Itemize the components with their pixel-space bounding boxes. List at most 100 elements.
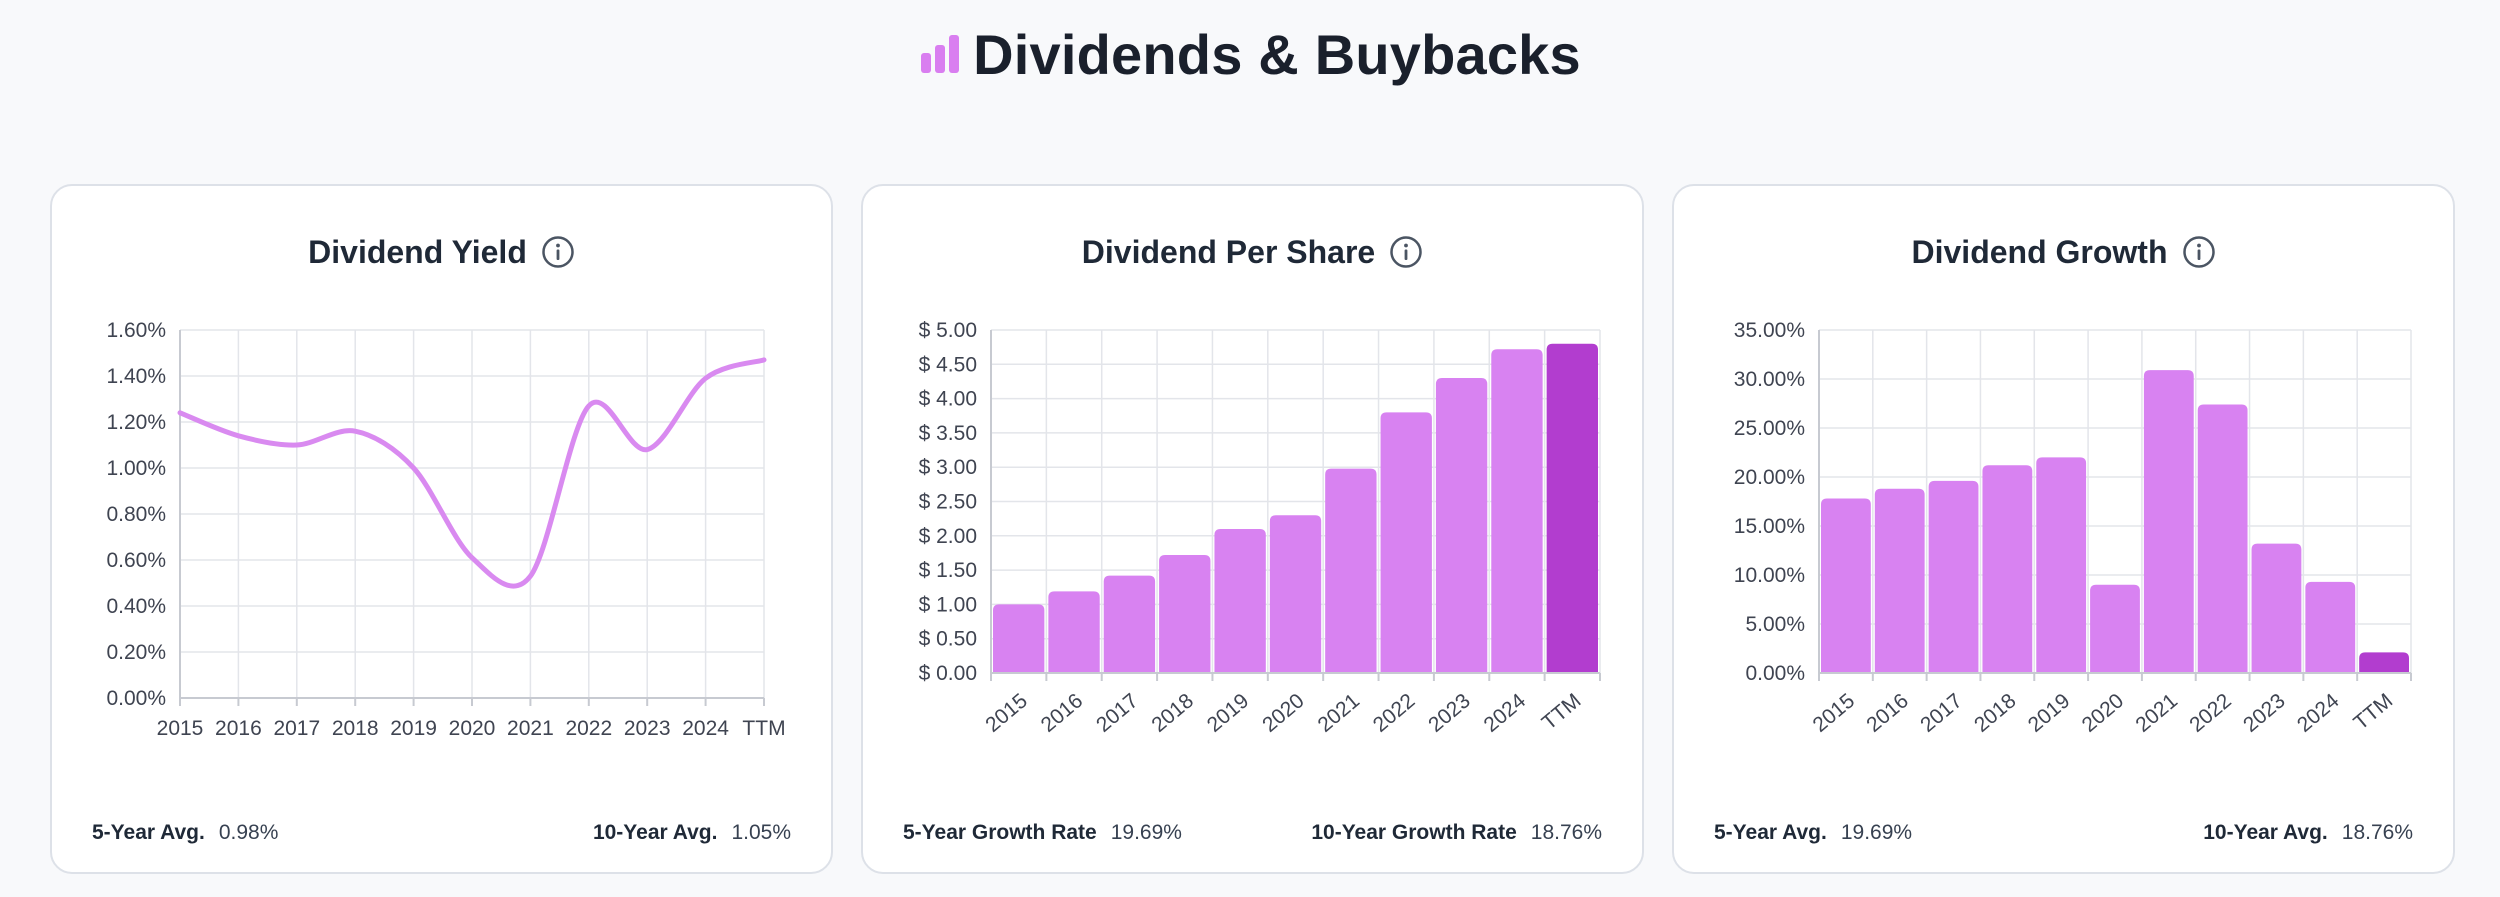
info-icon[interactable] <box>2182 235 2216 269</box>
stat-label: 10-Year Growth Rate <box>1311 821 1517 844</box>
stat-value: 1.05% <box>731 821 791 844</box>
x-tick-label: 2023 <box>2239 689 2290 737</box>
bar[interactable] <box>2197 404 2248 673</box>
y-tick-label: 15.00% <box>1734 515 1805 538</box>
x-tick-label: 2019 <box>2024 689 2075 737</box>
x-tick-label: 2017 <box>1092 689 1143 737</box>
y-tick-label: 0.80% <box>106 503 166 526</box>
x-tick-label: TTM <box>2349 689 2397 734</box>
x-tick-label: 2021 <box>507 717 554 740</box>
x-tick-label: 2016 <box>1862 689 1913 737</box>
stat-value: 19.69% <box>1110 821 1182 844</box>
stat-value: 19.69% <box>1840 821 1913 844</box>
y-tick-label: 1.40% <box>106 365 166 388</box>
bar[interactable] <box>2251 543 2302 673</box>
bar[interactable] <box>1325 468 1377 673</box>
bar[interactable] <box>1380 412 1432 673</box>
bar[interactable] <box>1928 480 1979 673</box>
card-title: Dividend Yield <box>308 233 527 270</box>
y-tick-label: 0.60% <box>106 549 166 572</box>
stat-label: 10-Year Avg. <box>2203 821 2328 844</box>
x-tick-label: 2022 <box>2185 689 2236 737</box>
bar[interactable] <box>1269 515 1322 673</box>
y-tick-label: 35.00% <box>1734 319 1805 342</box>
stat-value: 0.98% <box>218 821 279 844</box>
y-tick-label: 20.00% <box>1734 466 1805 489</box>
stat-label: 5-Year Avg. <box>92 821 205 844</box>
card-footer: 5-Year Growth Rate 19.69% 10-Year Growth… <box>903 818 1602 848</box>
bar[interactable] <box>1982 465 2033 673</box>
y-tick-label: $ 1.00 <box>919 593 977 616</box>
bar[interactable] <box>1491 349 1543 673</box>
y-tick-label: 1.60% <box>106 319 166 342</box>
bar[interactable] <box>1214 528 1266 673</box>
x-tick-label: 2015 <box>157 717 204 740</box>
section-header: Dividends & Buybacks <box>0 22 2500 86</box>
x-tick-label: 2024 <box>2293 689 2344 737</box>
dividend-growth-card: 0.00% 5.00% 10.00% 15.00% 20.00% 25.00% 30.00%… <box>1672 184 2455 874</box>
y-tick-label: $ 5.00 <box>919 319 977 342</box>
dividend-yield-chart: 0.00% 0.20% 0.40% 0.60% 0.80% 1.00% 1.20% 1.40%… <box>106 319 785 740</box>
y-tick-label: $ 0.50 <box>919 628 977 651</box>
bar[interactable] <box>2143 370 2194 673</box>
five-year-stat: 5-Year Growth Rate 19.69% <box>903 821 1182 845</box>
x-tick-label: TTM <box>1538 689 1586 734</box>
ten-year-stat: 10-Year Growth Rate 18.76% <box>1311 821 1602 845</box>
bar[interactable] <box>993 604 1045 673</box>
stat-value: 18.76% <box>2341 821 2413 844</box>
x-tick-label: 2020 <box>2078 689 2129 737</box>
dividend-yield-card: 0.00% 0.20% 0.40% 0.60% 0.80% 1.00% 1.20% 1.40%… <box>50 184 833 874</box>
bar[interactable] <box>2090 584 2140 673</box>
y-tick-label: $ 1.50 <box>919 559 977 582</box>
dividend-per-share-card: $ 0.00 $ 0.50 $ 1.00 $ 1.50 $ 2.00 $ 2.50 $ 3.… <box>861 184 1644 874</box>
card-title-row: Dividend Yield <box>52 226 831 278</box>
bar[interactable] <box>1103 575 1156 673</box>
y-tick-label: $ 4.50 <box>919 353 977 376</box>
y-tick-label: 1.20% <box>106 411 166 434</box>
bar[interactable] <box>1821 498 1871 673</box>
bar[interactable] <box>2036 457 2087 673</box>
bar[interactable] <box>1874 488 1925 673</box>
bar[interactable] <box>2359 652 2409 673</box>
x-tick-label: 2021 <box>1314 689 1365 737</box>
x-tick-label: 2023 <box>624 717 671 740</box>
info-icon[interactable] <box>541 235 575 269</box>
card-title-row: Dividend Per Share <box>863 226 1642 278</box>
y-tick-label: $ 3.50 <box>919 422 977 445</box>
x-tick-label: 2024 <box>682 717 729 740</box>
card-title: Dividend Per Share <box>1081 233 1376 270</box>
y-tick-label: 0.20% <box>106 641 166 664</box>
y-tick-label: 25.00% <box>1734 417 1805 440</box>
x-tick-label: 2024 <box>1480 689 1531 737</box>
x-tick-label: 2020 <box>449 717 496 740</box>
y-tick-label: 0.00% <box>106 687 166 710</box>
dividend-per-share-chart: $ 0.00 $ 0.50 $ 1.00 $ 1.50 $ 2.00 $ 2.50 $ 3.… <box>919 319 1601 737</box>
info-icon[interactable] <box>1389 235 1423 269</box>
y-tick-label: 30.00% <box>1734 368 1805 391</box>
y-tick-label: 0.00% <box>1745 662 1805 685</box>
card-footer: 5-Year Avg. 0.98% 10-Year Avg. 1.05% <box>92 818 791 848</box>
x-tick-label: 2023 <box>1424 689 1475 737</box>
bar[interactable] <box>2305 581 2356 673</box>
x-tick-label: 2016 <box>215 717 262 740</box>
x-tick-label: 2021 <box>2131 689 2182 737</box>
bar[interactable] <box>1546 343 1598 673</box>
card-footer: 5-Year Avg. 19.69% 10-Year Avg. 18.76% <box>1714 818 2413 848</box>
bar[interactable] <box>1435 378 1488 673</box>
five-year-stat: 5-Year Avg. 19.69% <box>1714 821 1912 845</box>
x-tick-label: 2015 <box>1809 689 1860 737</box>
x-tick-label: 2017 <box>273 717 320 740</box>
x-tick-label: 2019 <box>390 717 437 740</box>
card-title: Dividend Growth <box>1911 233 2168 270</box>
y-tick-label: 1.00% <box>106 457 166 480</box>
ten-year-stat: 10-Year Avg. 1.05% <box>593 821 791 845</box>
bar[interactable] <box>1048 591 1100 673</box>
five-year-stat: 5-Year Avg. 0.98% <box>92 821 278 845</box>
y-tick-label: 5.00% <box>1745 613 1805 636</box>
x-tick-label: TTM <box>742 717 785 740</box>
y-tick-label: $ 4.00 <box>919 388 977 411</box>
bar[interactable] <box>1159 555 1211 673</box>
y-tick-label: $ 2.50 <box>919 491 977 514</box>
stat-label: 10-Year Avg. <box>592 821 718 844</box>
stat-label: 5-Year Growth Rate <box>903 821 1097 844</box>
